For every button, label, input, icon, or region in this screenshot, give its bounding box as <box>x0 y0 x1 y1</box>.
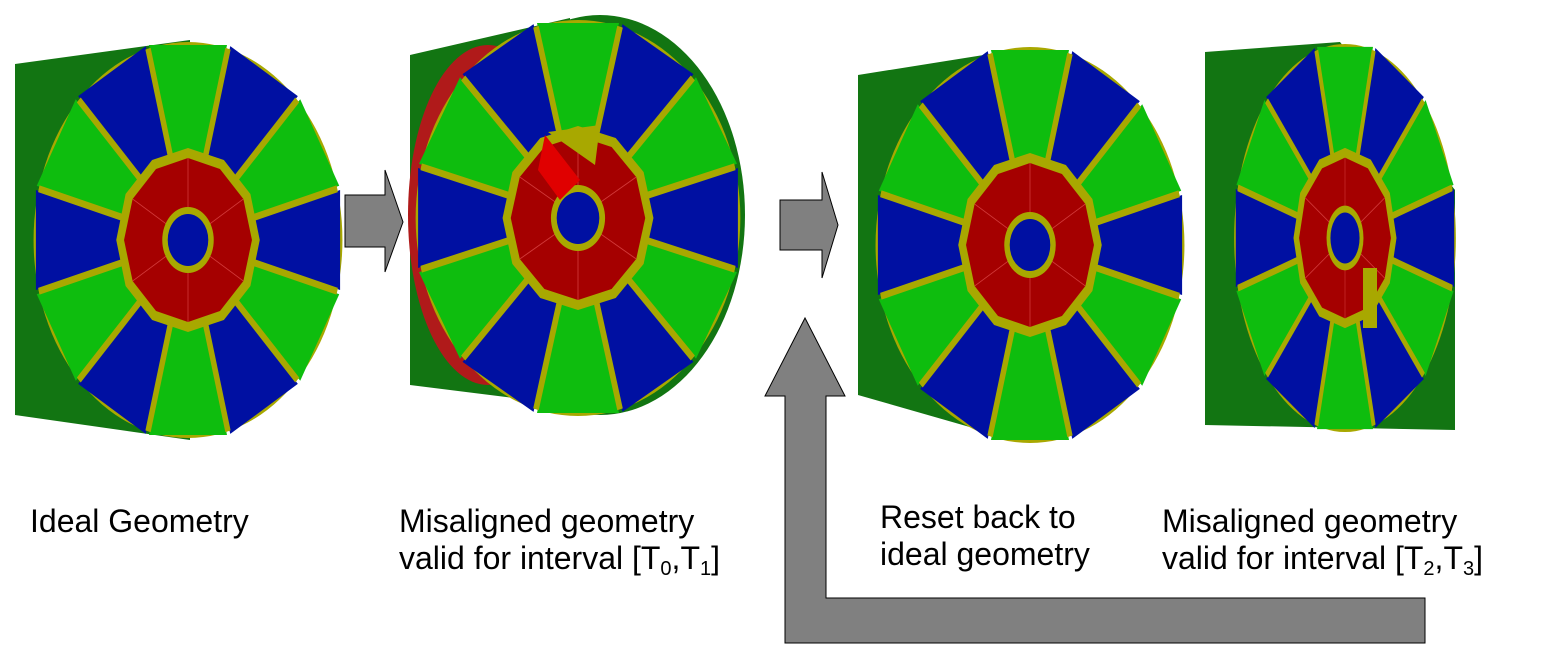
subscript-t3: 3 <box>1462 558 1475 580</box>
caption-misaligned-2-line2: valid for interval [T2,T3] <box>1162 540 1483 580</box>
caption-reset-line2: ideal geometry <box>880 536 1090 572</box>
caption-misaligned-1-line1: Misaligned geometry <box>399 503 695 539</box>
caption-misaligned-2-line1: Misaligned geometry <box>1162 503 1458 539</box>
caption-text: ] <box>711 540 720 576</box>
caption-text: valid for interval [T <box>399 540 661 576</box>
caption-text: ,T <box>1434 540 1463 576</box>
return-arrow <box>764 316 1426 644</box>
ideal-geometry-magnet <box>15 40 342 440</box>
misaligned-geometry-1-magnet <box>408 15 745 416</box>
caption-misaligned-1-line2: valid for interval [T0,T1] <box>399 540 720 580</box>
reset-geometry-magnet <box>858 47 1184 443</box>
caption-reset-line1: Reset back to <box>880 499 1076 535</box>
caption-text: ] <box>1474 540 1483 576</box>
subscript-t2: 2 <box>1423 558 1435 580</box>
misaligned-geometry-2-magnet <box>1205 42 1456 432</box>
caption-ideal-text: Ideal Geometry <box>30 503 249 539</box>
caption-text: valid for interval [T <box>1162 540 1424 576</box>
caption-reset: Reset back to ideal geometry <box>880 499 1090 573</box>
caption-misaligned-1: Misaligned geometry valid for interval [… <box>399 503 720 580</box>
caption-misaligned-2: Misaligned geometry valid for interval [… <box>1162 503 1483 580</box>
subscript-t1: 1 <box>699 558 712 580</box>
arrow-1-to-2 <box>344 169 404 273</box>
caption-text: ,T <box>671 540 700 576</box>
caption-ideal-geometry: Ideal Geometry <box>30 503 249 540</box>
subscript-t0: 0 <box>660 558 672 580</box>
arrow-2-to-3 <box>779 171 839 279</box>
